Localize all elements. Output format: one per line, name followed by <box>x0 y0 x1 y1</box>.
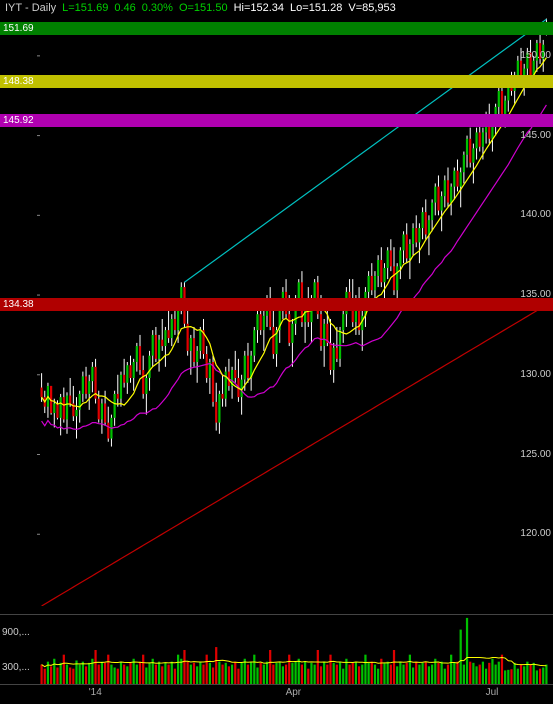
volume-chart: 300,...900,... <box>0 614 553 684</box>
price-chart: 120.00125.00130.00135.00140.00145.00150.… <box>0 16 553 606</box>
chart-header: IYT - DailyL=151.690.460.30%O=151.50Hi=1… <box>5 2 402 14</box>
x-axis: '14AprJul <box>0 684 553 704</box>
